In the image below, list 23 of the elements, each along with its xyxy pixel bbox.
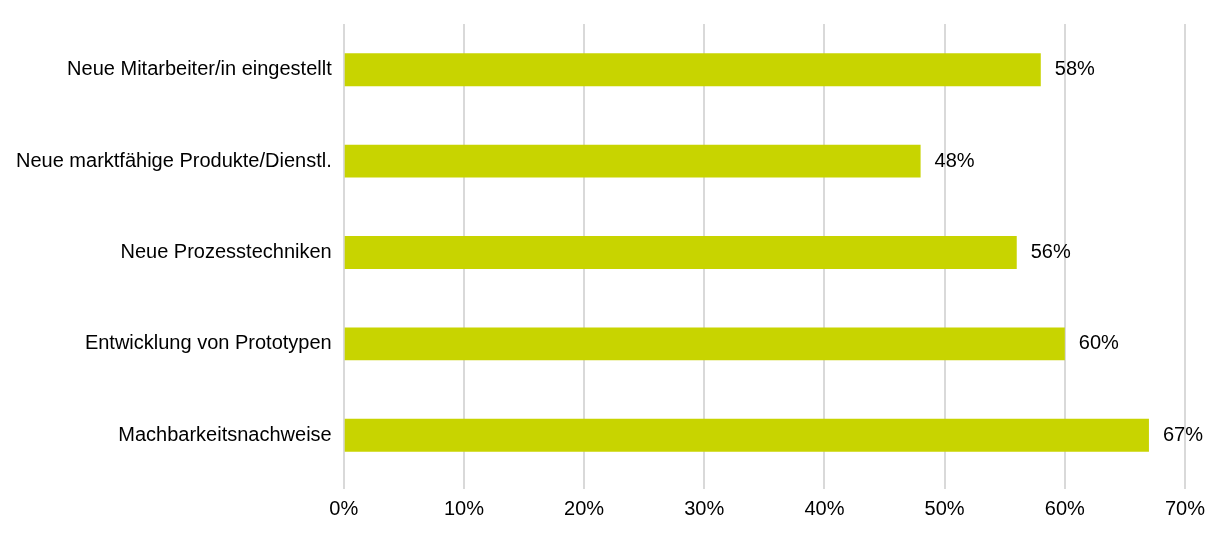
x-tick-label: 40% (804, 496, 845, 519)
y-tick-label: Neue Prozesstechniken (120, 240, 332, 263)
data-label: 58% (1054, 57, 1096, 80)
bar (344, 53, 1041, 87)
y-tick-label: Neue marktfähige Produkte/Dienstl. (15, 148, 332, 171)
x-tick-label: 0% (329, 496, 359, 519)
x-tick-label: 30% (684, 496, 725, 519)
data-label: 60% (1078, 331, 1120, 354)
x-tick-label: 20% (564, 496, 605, 519)
data-label: 48% (934, 148, 975, 171)
y-tick-label: Neue Mitarbeiter/in eingestellt (67, 57, 333, 80)
bar (344, 236, 1017, 269)
x-tick-label: 70% (1164, 496, 1206, 519)
bar (344, 418, 1149, 452)
data-label: 56% (1030, 240, 1071, 263)
x-tick-label: 60% (1044, 496, 1086, 519)
y-tick-label: Machbarkeitsnachweise (118, 422, 332, 445)
x-tick-label: 50% (924, 496, 965, 519)
x-tick-label: 10% (443, 496, 485, 519)
bar (344, 144, 921, 178)
data-label: 67% (1162, 422, 1204, 445)
bar (344, 327, 1065, 361)
y-tick-label: Entwicklung von Prototypen (84, 331, 332, 354)
